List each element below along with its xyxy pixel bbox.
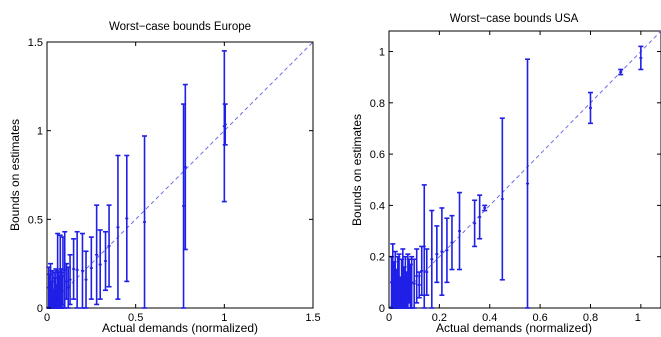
error-bar [477, 194, 483, 240]
x-tick-label: 1 [635, 312, 641, 324]
x-tick-label: 0.2 [432, 312, 447, 324]
y-tick-label: 0.6 [370, 149, 385, 161]
error-bar [472, 199, 478, 248]
error-bar [94, 204, 100, 306]
error-bar [182, 83, 188, 251]
error-bar [482, 204, 488, 212]
error-bar [424, 248, 430, 296]
error-bar [414, 248, 420, 304]
chart-usa: Worst−case bounds USA 0 0.2 0.4 0.6 0.8 1 0 0.2… [350, 13, 661, 335]
y-tick-label: 0.8 [370, 98, 385, 110]
europe-marks: 0 0.5 1 1.5 0 0.5 1 1.5 [28, 37, 321, 324]
x-tick-label: 0.5 [128, 312, 143, 324]
error-bar [499, 117, 505, 281]
y-axis-label: Bounds on estimates [350, 114, 364, 226]
error-bar [142, 135, 148, 309]
y-tick-label: 1.5 [28, 37, 43, 49]
diagonal-reference-line [388, 30, 661, 309]
error-bar [115, 154, 121, 300]
error-bar [106, 204, 112, 288]
error-bar [587, 91, 593, 125]
error-bar [71, 238, 77, 300]
error-bar [97, 229, 103, 300]
y-tick-label: 0.4 [370, 200, 385, 212]
error-bar [411, 258, 417, 309]
y-tick-label: 1 [37, 126, 43, 138]
x-tick-label: 1.5 [305, 312, 320, 324]
error-bar [444, 217, 450, 284]
error-bar [429, 209, 435, 309]
y-axis-label: Bounds on estimates [8, 119, 22, 231]
x-axis-label: Actual demands (normalized) [436, 321, 592, 335]
x-tick-label: 0.8 [583, 312, 598, 324]
error-bar [124, 154, 130, 283]
error-bar [103, 230, 109, 292]
error-bar [222, 103, 228, 146]
x-tick-label: 1 [221, 312, 227, 324]
error-bar [88, 236, 94, 300]
error-bar [83, 250, 89, 309]
error-bar [416, 271, 422, 299]
error-bar [434, 225, 440, 284]
error-bar [439, 207, 445, 296]
y-tick-label: 0.5 [28, 214, 43, 226]
x-tick-label: 0.6 [532, 312, 547, 324]
x-tick-label: 0 [44, 312, 50, 324]
chart-europe: Worst−case bounds Europe 0 0.5 1 1.5 0 0.5 1 1.… [8, 21, 321, 335]
error-bar [74, 230, 80, 309]
error-bar [457, 191, 463, 271]
y-tick-label: 0 [37, 303, 43, 315]
error-bar [525, 58, 531, 309]
y-tick-label: 0.2 [370, 252, 385, 264]
error-bar [618, 68, 624, 76]
error-bar [421, 184, 427, 309]
error-bar [449, 214, 455, 271]
y-tick-label: 1 [379, 47, 385, 59]
error-bar [67, 254, 73, 306]
chart-title: Worst−case bounds Europe [109, 21, 251, 33]
x-axis-label: Actual demands (normalized) [102, 321, 258, 335]
y-tick-label: 0 [379, 303, 385, 315]
x-tick-label: 0.4 [482, 312, 497, 324]
x-tick-label: 0 [386, 312, 392, 324]
usa-marks: 0 0.2 0.4 0.6 0.8 1 0 0.2 0.4 0.6 0.8 1 [370, 30, 661, 324]
chart-title: Worst−case bounds USA [450, 13, 579, 25]
error-bar [638, 45, 644, 71]
